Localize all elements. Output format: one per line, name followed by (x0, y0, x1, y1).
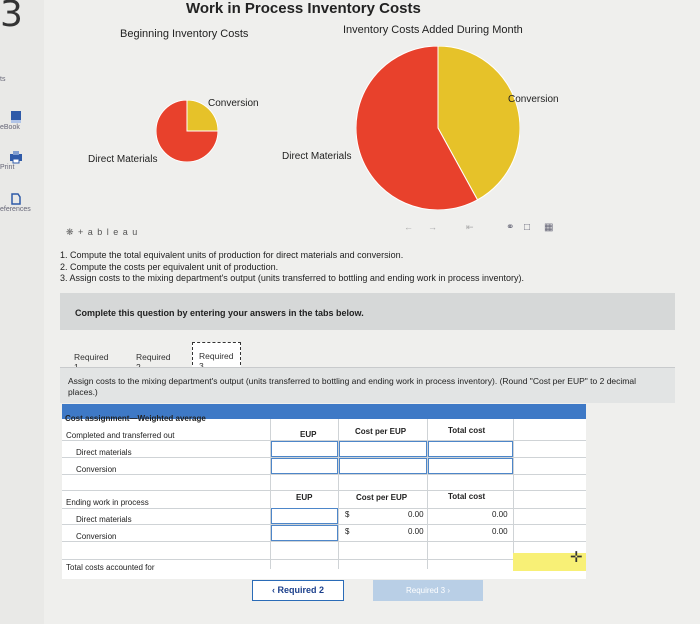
share-icon[interactable]: ⚭ (506, 222, 515, 233)
row-conv-2: Conversion (76, 532, 117, 541)
row-ending-wip: Ending work in process (66, 498, 149, 507)
row-total-costs: Total costs accounted for (66, 563, 155, 572)
comment-icon[interactable]: □ (524, 222, 531, 233)
row-dm-2: Direct materials (76, 515, 132, 524)
row-conv-1: Conversion (76, 465, 117, 474)
assign-instructions: Assign costs to the mixing department's … (60, 367, 675, 403)
total-conv-input[interactable] (428, 458, 513, 474)
pie-slice-conversion (437, 46, 520, 201)
beginning-inventory-pie (156, 100, 218, 162)
references-icon (11, 193, 21, 205)
instruction-1: 1. Compute the total equivalent units of… (60, 250, 404, 260)
tableau-logo-icon: ❋ (66, 227, 74, 237)
instruction-2: 2. Compute the costs per equivalent unit… (60, 261, 279, 272)
total-ending-conv: 0.00 (492, 527, 508, 536)
pie2-label-conversion: Conversion (508, 94, 559, 105)
cost-conv-input[interactable] (339, 458, 427, 474)
assign-text: Assign costs to the mixing department's … (68, 376, 636, 397)
pie2-label-dm: Direct Materials (282, 151, 352, 162)
added-costs-pie (356, 46, 520, 210)
pie1-label-conversion: Conversion (208, 98, 259, 109)
sidebar-label: eBook (0, 124, 20, 131)
next-label: Required 3 (405, 586, 446, 595)
col-cost-per-eup: Cost per EUP (355, 427, 407, 436)
row-dm-1: Direct materials (76, 448, 132, 457)
left-chart-subtitle: Beginning Inventory Costs (120, 28, 249, 40)
notice-box: Complete this question by entering your … (60, 293, 675, 330)
eup-ending-conv-input[interactable] (271, 525, 338, 541)
chevron-right-icon: › (447, 586, 451, 595)
total-ending-dm: 0.00 (492, 510, 508, 519)
total-costs-input[interactable] (513, 553, 586, 571)
col-total-cost-2: Total cost (448, 492, 486, 501)
tableau-brand: + a b l e a u (78, 227, 139, 237)
row-completed-transferred: Completed and transferred out (66, 431, 175, 440)
col-eup: EUP (300, 430, 317, 439)
sidebar-item-references[interactable]: eferences (0, 192, 44, 213)
pie-slice-conversion (186, 100, 218, 132)
total-dm-input[interactable] (428, 441, 513, 457)
pie-slice-direct-materials (356, 46, 479, 210)
eup-ending-dm-input[interactable] (271, 508, 338, 524)
right-chart-subtitle: Inventory Costs Added During Month (343, 24, 523, 36)
chevron-left-icon: ‹ (271, 585, 275, 595)
revert-icon[interactable]: ⇤ (466, 222, 474, 232)
col-cost-per-eup-2: Cost per EUP (356, 493, 408, 502)
dollar-sign: $ (345, 527, 350, 536)
fullscreen-icon[interactable]: ▦ (544, 222, 554, 233)
pie1-label-dm: Direct Materials (88, 154, 158, 165)
sidebar-item-parts[interactable]: ts (0, 76, 44, 83)
chart-title: Work in Process Inventory Costs (186, 0, 421, 17)
tableau-toolbar: ❋ + a b l e a u ← → ⇤ ⚭ □ ▦ (66, 222, 566, 238)
move-cursor-icon: ✛ (570, 549, 583, 566)
book-icon (11, 111, 21, 123)
sidebar-item-ebook[interactable]: eBook (0, 110, 44, 131)
cost-ending-dm: 0.00 (408, 510, 424, 519)
prev-required-button[interactable]: ‹ Required 2 (252, 580, 344, 601)
col-eup-2: EUP (296, 493, 313, 502)
pie-slice-direct-materials (156, 100, 218, 162)
prev-label: Required 2 (277, 585, 325, 595)
instruction-3: 3. Assign costs to the mixing department… (60, 273, 524, 283)
undo-icon[interactable]: ← (404, 222, 413, 232)
eup-dm-input[interactable] (271, 441, 338, 457)
redo-icon[interactable]: → (428, 222, 437, 232)
cost-ending-conv: 0.00 (408, 527, 424, 536)
sidebar-label: Print (0, 164, 15, 171)
dollar-sign: $ (345, 510, 350, 519)
step-number: 3 (0, 0, 23, 35)
cost-assignment-table: Cost assignment—Weighted average Complet… (62, 404, 586, 579)
table-title: Cost assignment—Weighted average (65, 414, 206, 423)
sidebar-item-print[interactable]: Print (0, 150, 44, 171)
sidebar-label: eferences (0, 206, 31, 213)
table-header-bar (62, 404, 586, 419)
print-icon (10, 151, 22, 164)
sidebar-label: ts (0, 76, 6, 83)
col-total-cost: Total cost (448, 426, 486, 435)
instructions: 1. Compute the total equivalent units of… (60, 250, 524, 285)
notice-text: Complete this question by entering your … (75, 308, 364, 318)
left-sidebar: 3 ts eBook Print eferences (0, 0, 44, 624)
next-required-button[interactable]: Required 3 › (373, 580, 483, 601)
eup-conv-input[interactable] (271, 458, 338, 474)
tab-required-3[interactable]: Required 3 (192, 342, 241, 371)
cost-dm-input[interactable] (339, 441, 427, 457)
